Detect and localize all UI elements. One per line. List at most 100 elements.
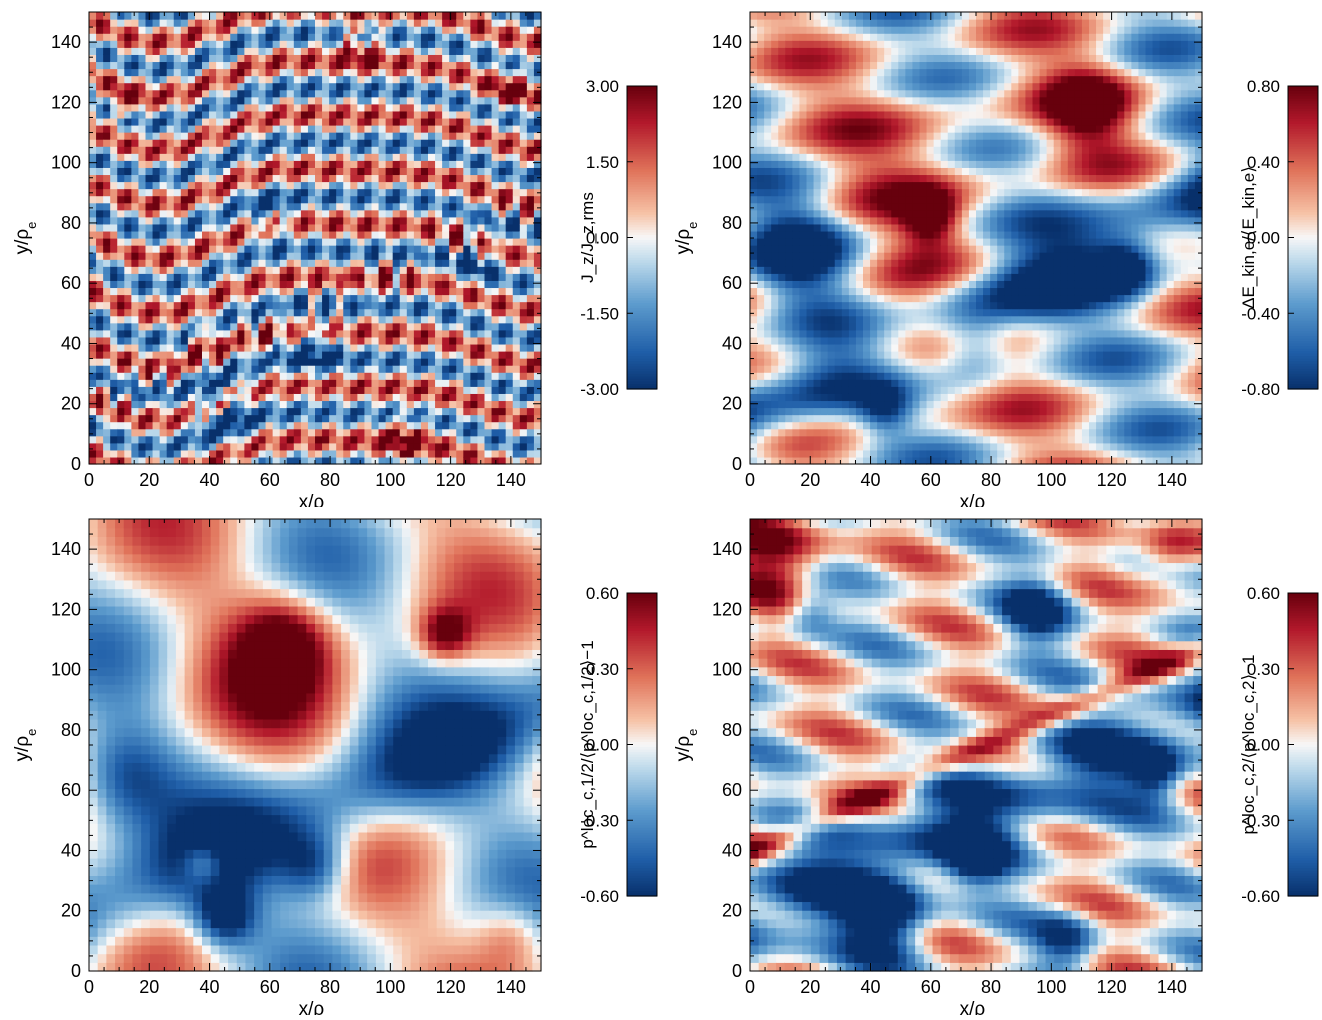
heatmap-cell: [117, 280, 125, 288]
heatmap-cell: [386, 408, 394, 416]
heatmap-cell: [463, 273, 471, 281]
heatmap-cell: [202, 118, 210, 126]
heatmap-cell: [435, 139, 443, 147]
heatmap-cell: [764, 61, 772, 69]
heatmap-cell: [223, 61, 231, 69]
heatmap-cell: [131, 69, 139, 77]
heatmap-cell: [534, 47, 542, 55]
heatmap-cell: [350, 393, 358, 401]
heatmap-cell: [485, 118, 493, 126]
heatmap-cell: [435, 111, 443, 119]
heatmap-cell: [237, 146, 245, 154]
heatmap-cell: [117, 231, 125, 239]
heatmap-cell: [259, 266, 267, 274]
heatmap-cell: [428, 69, 436, 77]
heatmap-cell: [146, 189, 154, 197]
heatmap-cell: [407, 450, 415, 458]
heatmap-cell: [230, 182, 238, 190]
heatmap-cell: [393, 280, 401, 288]
heatmap-cell: [407, 146, 415, 154]
heatmap-cell: [223, 231, 231, 239]
heatmap-cell: [778, 146, 786, 154]
heatmap-cell: [160, 372, 168, 380]
heatmap-cell: [209, 203, 217, 211]
heatmap-cell: [814, 167, 822, 175]
heatmap-cell: [357, 189, 365, 197]
heatmap-cell: [103, 40, 111, 48]
heatmap-cell: [216, 167, 224, 175]
heatmap-cell: [230, 358, 238, 366]
heatmap-cell: [778, 111, 786, 119]
heatmap-cell: [343, 422, 351, 430]
heatmap-cell: [527, 19, 535, 27]
heatmap-cell: [456, 408, 464, 416]
heatmap-cell: [520, 104, 528, 112]
heatmap-cell: [485, 61, 493, 69]
heatmap-cell: [379, 295, 387, 303]
y-tick-label: 140: [51, 32, 81, 52]
heatmap-cell: [329, 273, 337, 281]
heatmap-cell: [174, 217, 182, 225]
heatmap-cell: [407, 351, 415, 359]
heatmap-cell: [160, 252, 168, 260]
heatmap-cell: [343, 12, 351, 20]
heatmap-cell: [442, 210, 450, 218]
heatmap-cell: [807, 217, 815, 225]
heatmap-cell: [499, 330, 507, 338]
heatmap-cell: [435, 125, 443, 133]
heatmap-cell: [301, 393, 309, 401]
heatmap-cell: [513, 132, 521, 140]
heatmap-cell: [294, 408, 302, 416]
heatmap-cell: [485, 26, 493, 34]
heatmap-cell: [124, 344, 132, 352]
heatmap-cell: [209, 167, 217, 175]
heatmap-cell: [259, 393, 267, 401]
heatmap-cell: [499, 259, 507, 267]
heatmap-cell: [160, 97, 168, 105]
heatmap-cell: [463, 47, 471, 55]
heatmap-cell: [188, 450, 196, 458]
heatmap-cell: [223, 415, 231, 423]
heatmap-cell: [400, 69, 408, 77]
heatmap-cell: [209, 436, 217, 444]
heatmap-cell: [216, 415, 224, 423]
heatmap-cell: [520, 76, 528, 84]
heatmap-cell: [308, 160, 316, 168]
heatmap-cell: [364, 429, 372, 437]
heatmap-cell: [771, 316, 779, 324]
heatmap-cell: [814, 217, 822, 225]
heatmap-cell: [244, 358, 252, 366]
heatmap-cell: [294, 189, 302, 197]
heatmap-cell: [513, 358, 521, 366]
heatmap-cell: [202, 139, 210, 147]
heatmap-cell: [757, 252, 765, 260]
heatmap-cell: [181, 26, 189, 34]
heatmap-cell: [400, 365, 408, 373]
heatmap-cell: [407, 344, 415, 352]
heatmap-cell: [492, 372, 500, 380]
heatmap-cell: [449, 189, 457, 197]
heatmap-cell: [131, 365, 139, 373]
heatmap-cell: [188, 323, 196, 331]
heatmap-cell: [520, 266, 528, 274]
heatmap-cell: [138, 330, 146, 338]
heatmap-cell: [273, 203, 281, 211]
heatmap-cell: [153, 69, 161, 77]
heatmap-cell: [364, 252, 372, 260]
heatmap-cell: [421, 111, 429, 119]
heatmap-cell: [280, 245, 288, 253]
heatmap-cell: [364, 245, 372, 253]
heatmap-cell: [181, 174, 189, 182]
heatmap-cell: [764, 302, 772, 310]
heatmap-cell: [442, 90, 450, 98]
heatmap-cell: [414, 69, 422, 77]
heatmap-cell: [174, 400, 182, 408]
heatmap-cell: [350, 54, 358, 62]
heatmap-cell: [117, 245, 125, 253]
heatmap-cell: [273, 337, 281, 345]
heatmap-cell: [534, 139, 542, 147]
heatmap-cell: [273, 104, 281, 112]
heatmap-cell: [379, 344, 387, 352]
heatmap-cell: [771, 26, 779, 34]
heatmap-cell: [520, 40, 528, 48]
